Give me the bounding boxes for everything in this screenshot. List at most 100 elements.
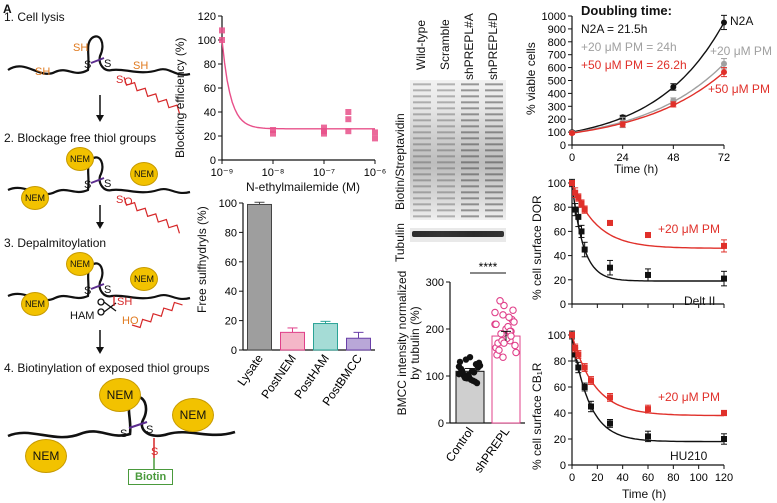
x-tick-label: 80 [667, 472, 679, 484]
series-line [571, 22, 725, 133]
legend-entry: N2A = 21.5h [581, 22, 648, 36]
data-point [645, 232, 651, 239]
data-point [491, 308, 499, 317]
y-tick-label: 60 [204, 83, 216, 95]
y-tick-label: 1000 [542, 11, 566, 23]
y-tick-label: 500 [548, 76, 566, 88]
y-tick-label: 120 [198, 11, 216, 23]
series-label: +50 μM PM [708, 82, 770, 96]
y-tick-label: 900 [548, 24, 566, 36]
ho-label: HO [122, 315, 139, 327]
oxygen-label: O [124, 76, 133, 88]
data-point [581, 384, 588, 390]
data-point [721, 275, 727, 282]
sulfur-label: S [146, 424, 154, 436]
y-tick-label: 40 [554, 251, 566, 263]
data-point [721, 19, 727, 26]
data-point [670, 101, 677, 108]
bar [313, 323, 338, 351]
data-point [500, 301, 508, 310]
sulfur-label: S [104, 284, 112, 296]
series-label: HU210 [670, 449, 708, 463]
y-tick-label: 100 [198, 35, 216, 47]
data-point [345, 116, 352, 123]
data-point [721, 242, 727, 249]
data-point [721, 60, 727, 67]
sulfur-label: S [84, 59, 92, 71]
nem-molecule: NEM [25, 439, 67, 473]
significance-label: **** [479, 260, 498, 274]
data-point [645, 433, 651, 440]
y-tick-label: 100 [548, 330, 566, 342]
y-tick-label: 0 [438, 418, 444, 430]
data-point [721, 410, 727, 416]
sh-label: SH [133, 60, 149, 72]
nem-molecule: NEM [99, 378, 141, 412]
y-tick-label: 700 [548, 50, 566, 62]
nem-molecule: NEM [172, 398, 214, 432]
data-point [575, 213, 582, 220]
y-tick-label: 0 [560, 460, 566, 472]
y-tick-label: 80 [554, 202, 566, 214]
x-tick-label: 48 [667, 152, 679, 164]
series-label: +20 μM PM [710, 44, 772, 58]
data-point [500, 339, 508, 347]
x-tick-label: 24 [617, 152, 629, 164]
data-point [607, 420, 613, 427]
series-label: Delt II [684, 294, 716, 308]
data-point [572, 351, 579, 358]
data-point [581, 246, 588, 253]
y-tick-label: 80 [225, 227, 237, 239]
data-point [721, 436, 727, 442]
data-point [507, 332, 515, 340]
x-tick-label: 60 [642, 472, 654, 484]
data-point [588, 377, 594, 384]
nem-molecule: NEM [21, 186, 49, 210]
x-tick-label: 120 [715, 472, 733, 484]
data-point [345, 128, 352, 135]
data-point [581, 364, 588, 371]
chart-title: Doubling time: [581, 3, 672, 18]
sh-label: SH [73, 42, 89, 54]
y-tick-label: 20 [554, 434, 566, 446]
nem-molecule: NEM [66, 252, 94, 276]
data-point [476, 362, 484, 369]
data-point [619, 121, 626, 128]
data-point [575, 364, 582, 371]
y-tick-label: 0 [560, 140, 566, 152]
data-point [607, 394, 613, 401]
data-point [578, 228, 585, 235]
y-tick-label: 40 [225, 286, 237, 298]
x-tick-label: 20 [591, 472, 603, 484]
y-tick-label: 20 [554, 275, 566, 287]
data-point [345, 109, 352, 115]
data-point [569, 180, 575, 186]
x-tick-label: 10⁻⁹ [211, 167, 234, 179]
data-point [575, 351, 582, 358]
data-point [569, 130, 575, 137]
y-tick-label: 40 [554, 408, 566, 420]
x-tick-label: 72 [718, 152, 730, 164]
nem-molecule: NEM [130, 162, 158, 186]
data-point [511, 341, 519, 350]
x-tick-label: 40 [617, 472, 629, 484]
y-tick-label: 0 [231, 345, 237, 357]
y-tick-label: 80 [554, 356, 566, 368]
y-tick-label: 100 [426, 371, 444, 383]
biotin-label: Biotin [128, 469, 174, 485]
data-point [461, 374, 469, 382]
sh-label: SH [117, 296, 133, 308]
data-point [510, 318, 518, 326]
step-label: 3. Depalmitoylation [4, 236, 107, 250]
x-tick-label: 10⁻⁷ [313, 167, 335, 179]
sulfur-label: S [120, 428, 128, 440]
data-point [721, 69, 727, 76]
y-tick-label: 60 [554, 382, 566, 394]
